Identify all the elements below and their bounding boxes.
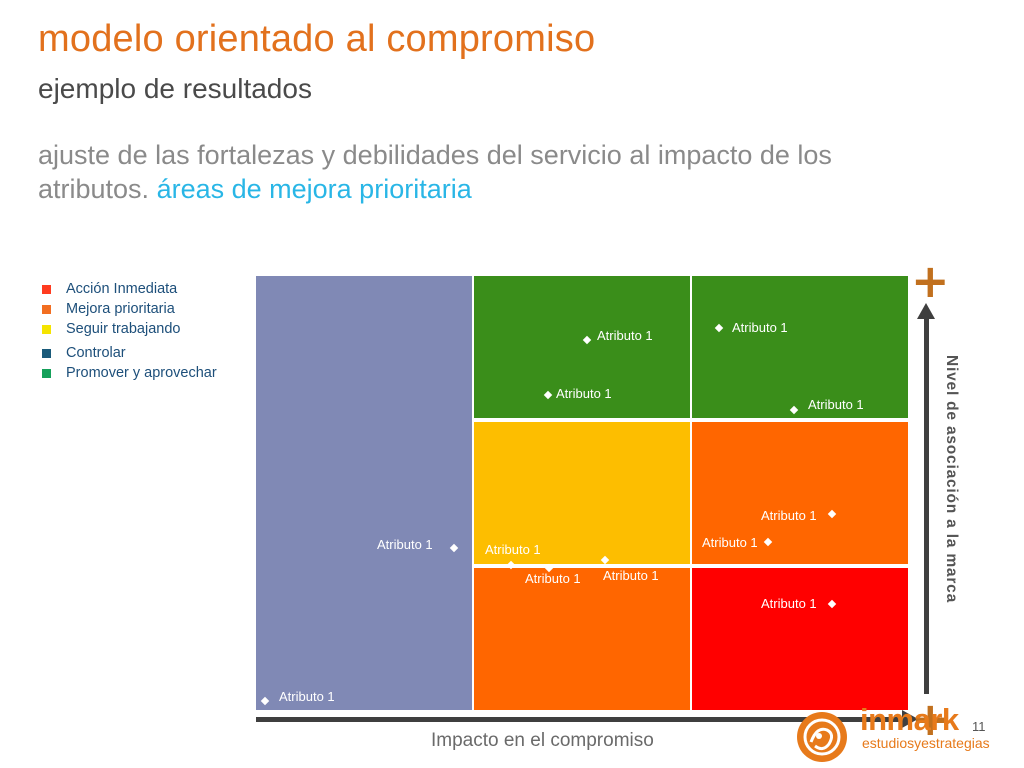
description-highlight: áreas de mejora prioritaria: [156, 174, 472, 204]
legend-swatch: [42, 284, 51, 294]
cell-seguir-trabajando: [474, 422, 690, 564]
legend-label: Acción Inmediata: [66, 281, 178, 297]
logo-tagline: estudiosyestrategias: [862, 735, 990, 751]
legend-item-mejora-prioritaria: Mejora prioritaria: [40, 299, 217, 319]
slide-description: ajuste de las fortalezas y debilidades d…: [38, 138, 938, 206]
y-axis-label: Nivel de asociación a la marca: [943, 355, 960, 604]
plus-icon-bottom: +: [911, 692, 950, 746]
x-axis-arrowhead: [902, 710, 918, 728]
plus-icon-top: +: [911, 254, 950, 308]
legend-swatch: [42, 348, 51, 358]
attribute-label: Atributo 1: [702, 535, 758, 550]
slide-subtitle: ejemplo de resultados: [38, 73, 312, 104]
x-axis-line: [256, 717, 906, 722]
legend-label: Promover y aprovechar: [66, 365, 217, 381]
y-axis-line: [924, 316, 929, 694]
slide-title: modelo orientado al compromiso: [38, 18, 596, 60]
legend-swatch: [42, 324, 51, 334]
logo-wordmark: inmark: [860, 702, 959, 737]
attribute-label: Atributo 1: [597, 328, 653, 343]
attribute-label: Atributo 1: [808, 397, 864, 412]
attribute-label: Atributo 1: [525, 571, 581, 586]
attribute-label: Atributo 1: [761, 508, 817, 523]
legend-item-controlar: Controlar: [40, 343, 217, 363]
cell-promover-1: [474, 276, 690, 418]
inmark-logo-icon: [797, 712, 847, 762]
attribute-label: Atributo 1: [761, 596, 817, 611]
legend-item-accion-inmediata: Acción Inmediata: [40, 279, 217, 299]
attribute-label: Atributo 1: [732, 320, 788, 335]
legend-label: Seguir trabajando: [66, 321, 181, 337]
legend-swatch: [42, 368, 51, 378]
attribute-label: Atributo 1: [603, 568, 659, 583]
attribute-label: Atributo 1: [485, 542, 541, 557]
legend-item-seguir-trabajando: Seguir trabajando: [40, 319, 217, 339]
x-axis-label: Impacto en el compromiso: [431, 730, 654, 751]
legend-item-promover: Promover y aprovechar: [40, 363, 217, 383]
cell-accion-inmediata: [692, 568, 908, 710]
cell-mejora-1: [692, 422, 908, 564]
description-main: ajuste de las fortalezas y debilidades d…: [38, 140, 832, 204]
y-axis-arrowhead: [917, 303, 935, 319]
attribute-label: Atributo 1: [279, 689, 335, 704]
legend-label: Mejora prioritaria: [66, 301, 175, 317]
cell-mejora-2: [474, 568, 690, 710]
legend-label: Controlar: [66, 345, 126, 361]
legend: Acción Inmediata Mejora prioritaria Segu…: [40, 279, 217, 383]
cell-promover-2: [692, 276, 908, 418]
attribute-label: Atributo 1: [377, 537, 433, 552]
cell-controlar: [256, 276, 472, 710]
page-number: 11: [972, 719, 986, 734]
attribute-label: Atributo 1: [556, 386, 612, 401]
legend-swatch: [42, 304, 51, 314]
